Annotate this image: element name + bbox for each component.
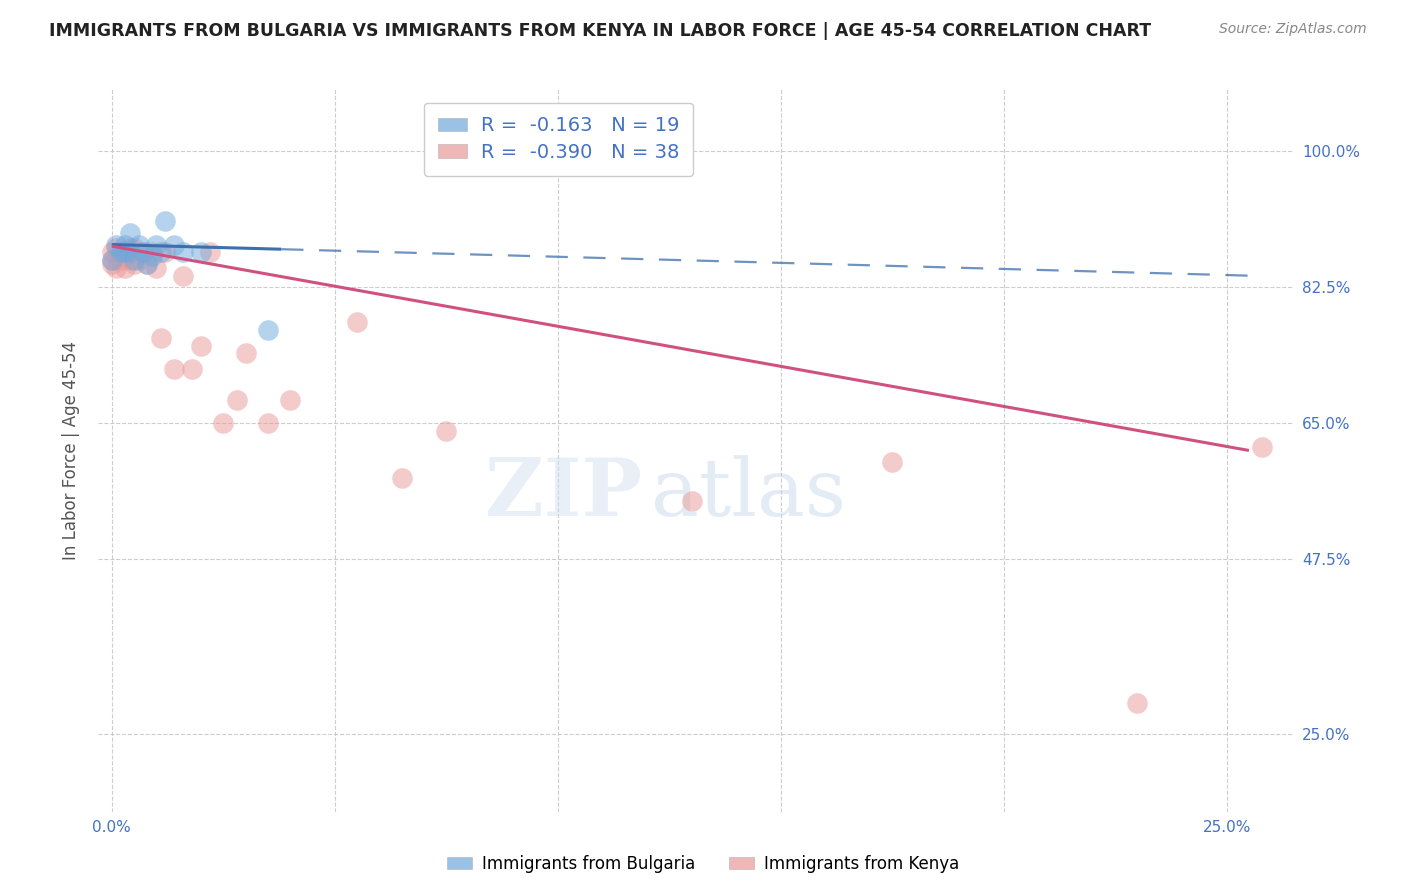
Text: IMMIGRANTS FROM BULGARIA VS IMMIGRANTS FROM KENYA IN LABOR FORCE | AGE 45-54 COR: IMMIGRANTS FROM BULGARIA VS IMMIGRANTS F… — [49, 22, 1152, 40]
Point — [547, 145, 569, 159]
Point — [128, 237, 150, 252]
Point — [141, 249, 163, 263]
Point — [122, 253, 145, 268]
Point — [434, 424, 457, 438]
Point — [190, 245, 212, 260]
Point — [122, 242, 145, 256]
Point — [198, 245, 221, 260]
Point — [105, 237, 128, 252]
Point — [118, 226, 141, 240]
Point — [132, 245, 155, 260]
Point — [101, 245, 124, 260]
Point — [149, 331, 172, 345]
Point — [257, 323, 280, 337]
Point — [101, 257, 124, 271]
Legend: R =  -0.163   N = 19, R =  -0.390   N = 38: R = -0.163 N = 19, R = -0.390 N = 38 — [425, 103, 693, 176]
Point — [141, 245, 163, 260]
Point — [114, 237, 136, 252]
Text: ZIP: ZIP — [485, 455, 643, 533]
Point — [101, 253, 124, 268]
Point — [114, 249, 136, 263]
Point — [136, 257, 159, 271]
Point — [110, 253, 132, 268]
Y-axis label: In Labor Force | Age 45-54: In Labor Force | Age 45-54 — [62, 341, 80, 560]
Point — [105, 242, 128, 256]
Point — [681, 494, 703, 508]
Point — [155, 245, 177, 260]
Point — [114, 245, 136, 260]
Point — [212, 417, 235, 431]
Point — [118, 253, 141, 268]
Point — [145, 260, 167, 275]
Point — [163, 362, 186, 376]
Point — [1126, 696, 1149, 710]
Point — [181, 362, 204, 376]
Point — [132, 245, 155, 260]
Point — [346, 315, 368, 329]
Point — [225, 392, 247, 407]
Point — [882, 455, 904, 469]
Point — [118, 242, 141, 256]
Point — [172, 268, 194, 283]
Point — [149, 245, 172, 260]
Point — [105, 260, 128, 275]
Legend: Immigrants from Bulgaria, Immigrants from Kenya: Immigrants from Bulgaria, Immigrants fro… — [440, 848, 966, 880]
Point — [163, 237, 186, 252]
Point — [128, 253, 150, 268]
Text: Source: ZipAtlas.com: Source: ZipAtlas.com — [1219, 22, 1367, 37]
Point — [1251, 440, 1274, 454]
Point — [391, 470, 413, 484]
Point — [118, 245, 141, 260]
Point — [155, 214, 177, 228]
Point — [257, 417, 280, 431]
Point — [110, 245, 132, 260]
Point — [136, 257, 159, 271]
Text: atlas: atlas — [651, 455, 845, 533]
Point — [235, 346, 257, 360]
Point — [122, 257, 145, 271]
Point — [190, 338, 212, 352]
Point — [110, 245, 132, 260]
Point — [278, 392, 301, 407]
Point — [114, 260, 136, 275]
Point — [172, 245, 194, 260]
Point — [145, 237, 167, 252]
Point — [101, 253, 124, 268]
